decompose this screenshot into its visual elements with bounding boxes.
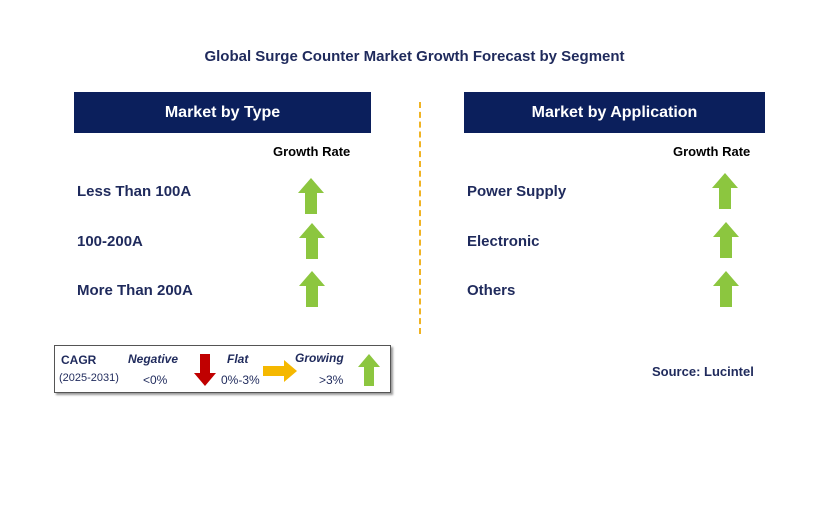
cagr-legend: CAGR (2025-2031) Negative <0% Flat 0%-3%… [54, 345, 391, 393]
application-label-power-supply: Power Supply [467, 183, 567, 200]
green-up-arrow-icon [713, 222, 739, 258]
legend-growing-range: >3% [319, 373, 344, 387]
type-label-less-than-100a: Less Than 100A [77, 183, 192, 200]
type-label-100-200a: 100-200A [77, 233, 143, 250]
market-by-application-header: Market by Application [464, 92, 765, 133]
green-up-arrow-icon [713, 271, 739, 307]
green-up-arrow-icon [299, 271, 325, 307]
legend-negative-label: Negative [128, 352, 179, 366]
legend-cagr-label: CAGR [61, 353, 97, 367]
red-down-arrow-icon [194, 354, 216, 386]
market-by-type-header: Market by Type [74, 92, 371, 133]
growth-rate-header-application: Growth Rate [673, 144, 751, 159]
legend-flat-label: Flat [227, 352, 249, 366]
legend-flat-range: 0%-3% [221, 373, 260, 387]
legend-growing-label: Growing [295, 351, 344, 365]
chart-title: Global Surge Counter Market Growth Forec… [204, 48, 625, 65]
application-label-others: Others [467, 282, 516, 299]
green-up-arrow-icon [298, 178, 324, 214]
orange-right-arrow-icon [263, 360, 297, 382]
legend-negative-range: <0% [143, 373, 168, 387]
green-up-arrow-icon [358, 354, 380, 386]
type-label-more-than-200a: More Than 200A [77, 282, 193, 299]
growth-rate-header-type: Growth Rate [273, 144, 351, 159]
green-up-arrow-icon [712, 173, 738, 209]
panel-divider [419, 102, 421, 334]
green-up-arrow-icon [299, 223, 325, 259]
legend-period: (2025-2031) [59, 372, 119, 384]
source-note: Source: Lucintel [652, 364, 754, 379]
application-label-electronic: Electronic [467, 233, 540, 250]
